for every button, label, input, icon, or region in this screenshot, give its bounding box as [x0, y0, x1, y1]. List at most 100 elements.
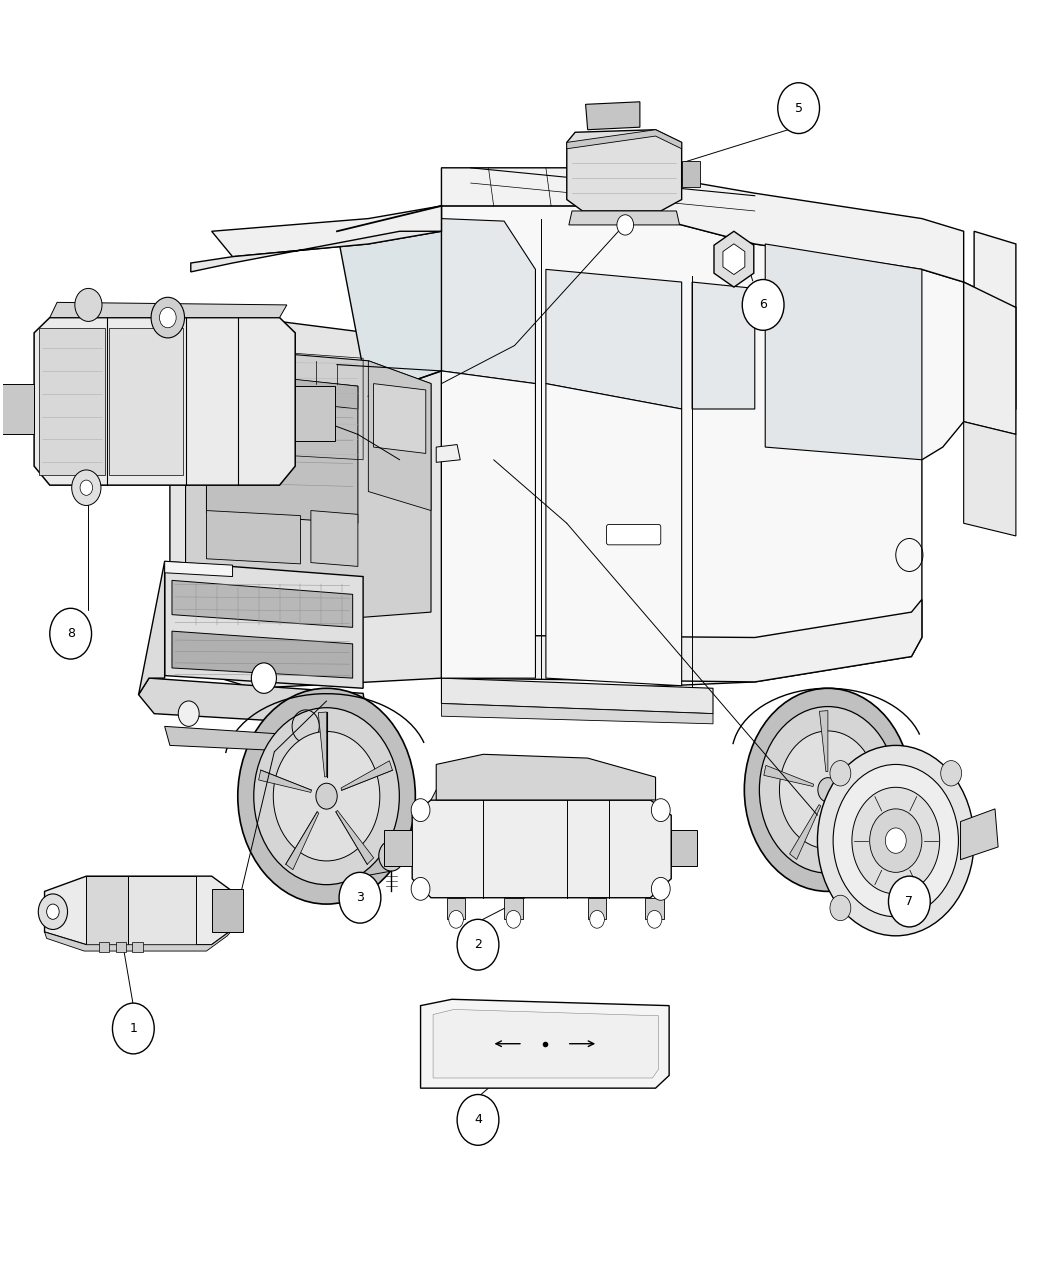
Polygon shape — [128, 876, 196, 945]
Polygon shape — [258, 770, 312, 793]
Polygon shape — [170, 307, 441, 688]
Polygon shape — [441, 371, 536, 678]
Polygon shape — [841, 756, 889, 784]
Circle shape — [46, 904, 59, 919]
Polygon shape — [837, 803, 873, 854]
Polygon shape — [441, 678, 713, 714]
Circle shape — [251, 663, 276, 694]
Polygon shape — [441, 205, 1016, 688]
Text: 2: 2 — [474, 938, 482, 951]
Polygon shape — [436, 445, 460, 463]
Circle shape — [178, 701, 200, 727]
Polygon shape — [109, 328, 184, 476]
Circle shape — [49, 608, 91, 659]
Circle shape — [160, 307, 176, 328]
Polygon shape — [337, 205, 441, 397]
Polygon shape — [692, 282, 755, 409]
Polygon shape — [441, 218, 536, 384]
Polygon shape — [374, 384, 426, 454]
Polygon shape — [436, 755, 655, 799]
Polygon shape — [207, 510, 300, 564]
Polygon shape — [441, 599, 922, 682]
Text: 7: 7 — [905, 895, 914, 908]
Text: 1: 1 — [129, 1023, 138, 1035]
Circle shape — [818, 746, 974, 936]
Polygon shape — [714, 231, 754, 287]
Polygon shape — [765, 244, 922, 460]
Circle shape — [617, 214, 633, 235]
Circle shape — [830, 895, 850, 921]
Text: 6: 6 — [759, 298, 768, 311]
Circle shape — [651, 798, 670, 821]
Circle shape — [71, 470, 101, 505]
Polygon shape — [336, 811, 374, 864]
Polygon shape — [0, 384, 34, 435]
Polygon shape — [588, 898, 607, 919]
Polygon shape — [212, 889, 243, 932]
Circle shape — [457, 919, 499, 970]
Polygon shape — [546, 384, 681, 686]
Text: 4: 4 — [474, 1113, 482, 1126]
Polygon shape — [86, 876, 128, 945]
Polygon shape — [413, 799, 671, 898]
Polygon shape — [645, 898, 664, 919]
Circle shape — [273, 732, 380, 861]
Circle shape — [316, 783, 337, 810]
Circle shape — [254, 708, 399, 885]
Polygon shape — [39, 328, 105, 476]
Polygon shape — [546, 269, 681, 409]
Circle shape — [778, 83, 820, 134]
Polygon shape — [165, 561, 232, 576]
Polygon shape — [286, 812, 319, 870]
Polygon shape — [384, 830, 413, 866]
Polygon shape — [441, 704, 713, 724]
Polygon shape — [974, 231, 1016, 307]
Polygon shape — [139, 678, 369, 727]
Polygon shape — [172, 580, 353, 627]
Polygon shape — [421, 1000, 669, 1088]
Polygon shape — [567, 130, 681, 149]
Polygon shape — [763, 765, 814, 787]
Circle shape — [742, 279, 784, 330]
Circle shape — [80, 481, 92, 495]
Circle shape — [647, 910, 662, 928]
FancyBboxPatch shape — [132, 942, 143, 952]
Circle shape — [151, 297, 185, 338]
Text: 8: 8 — [66, 627, 75, 640]
Polygon shape — [964, 282, 1016, 435]
Polygon shape — [369, 361, 430, 510]
Circle shape — [75, 288, 102, 321]
Polygon shape — [567, 130, 681, 210]
Polygon shape — [217, 371, 358, 409]
Polygon shape — [49, 302, 287, 317]
Circle shape — [38, 894, 67, 929]
FancyBboxPatch shape — [607, 524, 660, 544]
Polygon shape — [723, 244, 744, 274]
Polygon shape — [790, 805, 821, 859]
Circle shape — [112, 1003, 154, 1054]
Polygon shape — [569, 210, 679, 224]
Polygon shape — [586, 102, 639, 130]
Circle shape — [759, 706, 897, 873]
Polygon shape — [34, 317, 295, 486]
Polygon shape — [964, 422, 1016, 536]
Circle shape — [744, 688, 911, 891]
Polygon shape — [961, 808, 999, 859]
Circle shape — [457, 1094, 499, 1145]
FancyBboxPatch shape — [99, 942, 109, 952]
Circle shape — [852, 787, 940, 894]
Circle shape — [448, 910, 463, 928]
Polygon shape — [212, 205, 441, 256]
Circle shape — [779, 731, 877, 849]
Polygon shape — [504, 898, 523, 919]
Circle shape — [830, 761, 850, 785]
Polygon shape — [446, 898, 465, 919]
Circle shape — [885, 827, 906, 853]
Polygon shape — [311, 510, 358, 566]
Circle shape — [590, 910, 605, 928]
Text: 5: 5 — [795, 102, 802, 115]
Polygon shape — [341, 761, 393, 790]
Polygon shape — [191, 231, 441, 272]
Polygon shape — [139, 561, 165, 695]
Polygon shape — [819, 710, 827, 771]
